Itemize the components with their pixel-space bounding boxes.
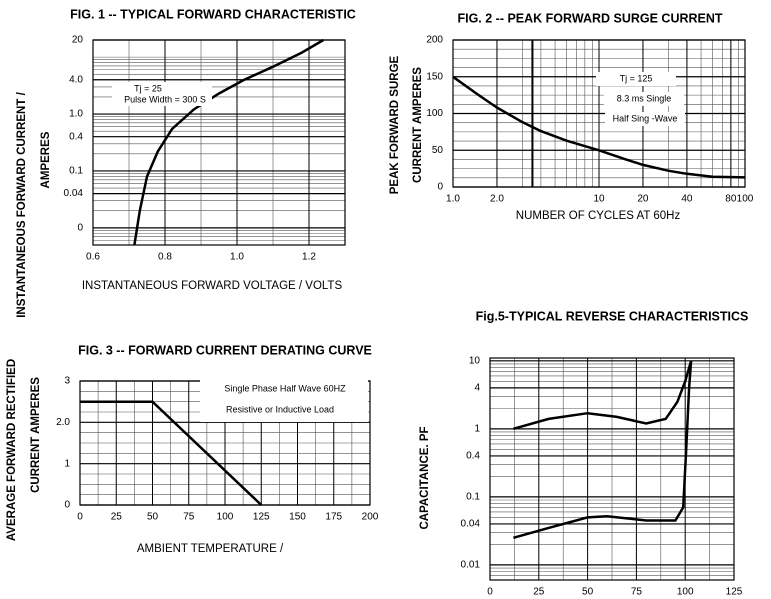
x-tick-label: 75 — [631, 587, 643, 598]
annotation-box — [200, 378, 368, 422]
annotation-bg — [604, 92, 684, 106]
y-tick-label: 0 — [77, 223, 83, 234]
x-tick-label: 25 — [533, 587, 545, 598]
annotation: Resistive or Inductive Load — [226, 404, 334, 414]
x-axis-label: INSTANTANEOUS FORWARD VOLTAGE / VOLTS — [82, 280, 343, 292]
y-tick-label: 0.04 — [64, 188, 84, 199]
y-tick-label: 10 — [469, 355, 481, 366]
annotation-bg — [605, 112, 685, 126]
curve — [513, 360, 693, 431]
y-tick-label: 100 — [426, 108, 443, 119]
y-tick-label: 0.4 — [69, 131, 83, 142]
chart: 0 25 50 75 100 125 10 4 1 0.4 0.1 0.04 0.01 Fig.5-TYP… — [419, 309, 748, 597]
plot-frame — [489, 357, 735, 581]
chart-title: FIG. 1 -- TYPICAL FORWARD CHARACTERISTIC — [70, 7, 356, 21]
y-tick-label: 20 — [72, 35, 84, 46]
annotation: 8.3 ms Single — [617, 93, 672, 103]
x-tick-label: 1.0 — [446, 194, 460, 205]
x-tick-label: 50 — [582, 587, 594, 598]
x-tick-label: 25 — [111, 512, 123, 523]
y-axis-label: CURRENT AMPERES — [412, 67, 424, 183]
curve — [452, 75, 746, 179]
annotation-box — [112, 82, 212, 106]
chart: 0 25 50 75 100 125 150 175 200 0 1 2.0 3 FIG. 3 -- FO… — [6, 343, 379, 555]
x-tick-label: 125 — [253, 512, 270, 523]
x-tick-label: 175 — [325, 512, 342, 523]
x-tick-label: 100 — [217, 512, 234, 523]
x-tick-label: 2.0 — [490, 194, 504, 205]
y-tick-label: 3 — [64, 376, 70, 387]
x-tick-label: 10 — [593, 194, 605, 205]
y-tick-label: 2.0 — [56, 417, 70, 428]
y-axis-label: INSTANTANEOUS FORWARD CURRENT / — [16, 91, 28, 317]
x-tick-label: 0.8 — [158, 252, 172, 263]
x-tick-label: 20 — [637, 194, 649, 205]
annotation: Half Sing -Wave — [613, 113, 678, 123]
x-tick-label: 200 — [362, 512, 379, 523]
x-tick-label: 100 — [737, 194, 754, 205]
y-tick-label: 0.01 — [461, 560, 481, 571]
y-tick-label: 1.0 — [69, 109, 83, 120]
y-axis-label: CURRENT AMPERES — [30, 377, 42, 493]
x-tick-label: 80 — [725, 194, 737, 205]
y-tick-label: 1 — [64, 458, 70, 469]
x-axis-label: NUMBER OF CYCLES AT 60Hz — [516, 210, 681, 222]
y-tick-label: 0.4 — [466, 451, 480, 462]
annotation: Pulse Width = 300 S — [124, 94, 206, 104]
y-axis-label: AVERAGE FORWARD RECTIFIED — [6, 359, 18, 541]
plot-frame — [92, 39, 346, 246]
y-axis-label: CAPACITANCE. PF — [419, 426, 431, 529]
y-tick-label: 200 — [426, 35, 443, 46]
x-tick-label: 150 — [289, 512, 306, 523]
x-tick-label: 125 — [726, 587, 743, 598]
y-tick-label: 1 — [474, 423, 480, 434]
x-tick-label: 50 — [147, 512, 159, 523]
annotation: Single Phase Half Wave 60HZ — [224, 383, 346, 393]
y-tick-label: 0.1 — [69, 166, 83, 177]
x-tick-label: 100 — [677, 587, 694, 598]
y-tick-label: 4.0 — [69, 74, 83, 85]
y-tick-label: 0 — [437, 182, 443, 193]
x-tick-label: 0 — [487, 587, 493, 598]
x-axis-label: AMBIENT TEMPERATURE / — [137, 543, 284, 555]
y-tick-label: 50 — [432, 145, 444, 156]
annotation: Tj = 25 — [134, 83, 162, 93]
x-tick-label: 75 — [183, 512, 195, 523]
x-tick-label: 0.6 — [86, 252, 100, 263]
x-tick-label: 1.0 — [230, 252, 244, 263]
curve — [133, 38, 325, 246]
curve — [513, 360, 693, 540]
curve — [80, 400, 263, 506]
y-tick-label: 0 — [64, 500, 70, 511]
y-tick-label: 0.1 — [466, 492, 480, 503]
chart: 0.6 0.8 1.0 1.2 20 4.0 1.0 0.4 0.1 0.04 0 FIG. 1 --… — [16, 7, 356, 317]
chart-title: FIG. 2 -- PEAK FORWARD SURGE CURRENT — [457, 11, 722, 25]
y-tick-label: 150 — [426, 71, 443, 82]
chart-title: FIG. 3 -- FORWARD CURRENT DERATING CURVE — [78, 343, 372, 357]
annotation: Tj = 125 — [620, 73, 653, 83]
annotation-bg — [596, 72, 676, 86]
x-tick-label: 40 — [681, 194, 693, 205]
y-axis-label: PEAK FORWARD SURGE — [389, 55, 401, 194]
y-axis-label: AMPERES — [40, 131, 52, 188]
plot-frame — [452, 39, 746, 188]
chart-title: Fig.5-TYPICAL REVERSE CHARACTERISTICS — [476, 309, 749, 323]
y-tick-label: 4 — [474, 383, 480, 394]
x-tick-label: 1.2 — [302, 252, 316, 263]
y-tick-label: 0.04 — [461, 519, 481, 530]
x-tick-label: 0 — [77, 512, 83, 523]
